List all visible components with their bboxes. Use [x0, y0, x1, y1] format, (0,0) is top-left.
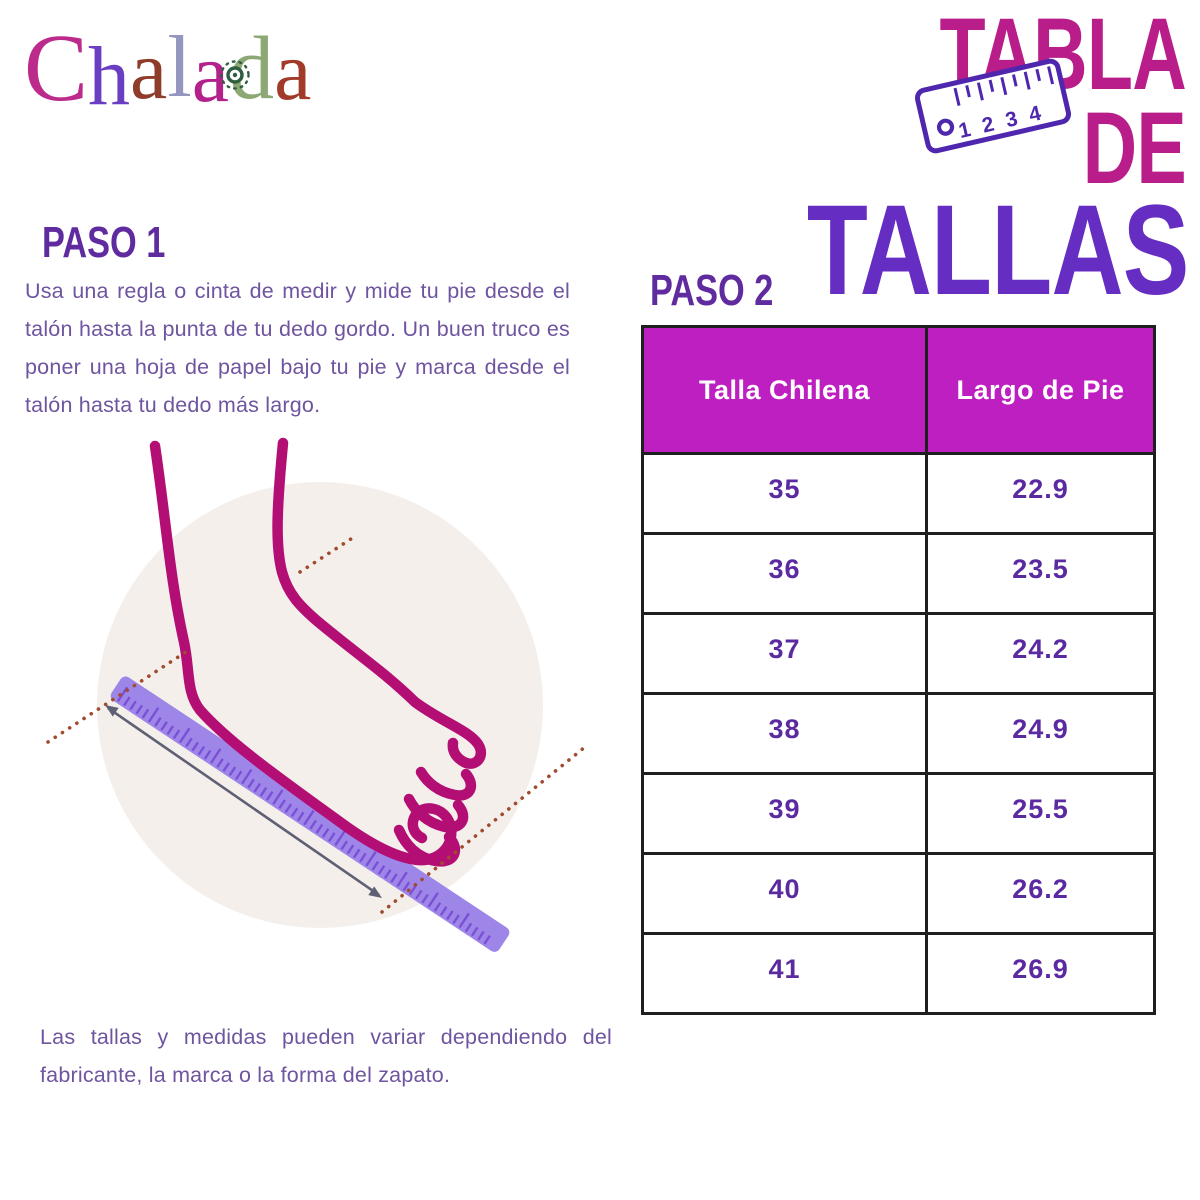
toe-dotted-line	[380, 745, 587, 914]
talla-cell: 40	[641, 852, 928, 935]
largo-cell: 23.5	[925, 532, 1156, 615]
logo-eye-icon	[216, 56, 254, 94]
largo-cell: 26.9	[925, 932, 1156, 1015]
measurement-arrow	[105, 705, 382, 898]
column-header-largo-de-pie: Largo de Pie	[925, 325, 1156, 455]
column-header-talla-chilena: Talla Chilena	[641, 325, 928, 455]
largo-cell: 24.9	[925, 692, 1156, 775]
logo-letter: a	[191, 27, 230, 120]
svg-text:1: 1	[957, 118, 974, 143]
measuring-ruler-icon	[110, 676, 510, 952]
largo-cell: 24.2	[925, 612, 1156, 695]
size-table-row: 40 26.2	[641, 852, 1156, 935]
step1-instructions: Usa una regla o cinta de medir y mide tu…	[25, 279, 570, 417]
largo-cell: 25.5	[925, 772, 1156, 855]
logo-letter: a	[130, 24, 168, 117]
logo-letter: C	[24, 14, 89, 121]
svg-text:2: 2	[980, 113, 997, 138]
size-table: Talla Chilena Largo de Pie 35 22.9 36 23.5 3…	[641, 325, 1156, 1015]
largo-cell: 26.2	[925, 852, 1156, 935]
size-table-row: 37 24.2	[641, 612, 1156, 695]
title-line-2: TALLAS	[806, 178, 1189, 322]
footnote: Las tallas y medidas pueden variar depen…	[40, 1025, 612, 1087]
step2-heading: PASO 2	[650, 266, 774, 315]
size-table-header-row: Talla Chilena Largo de Pie	[641, 325, 1156, 455]
brand-logo: Chalada	[24, 18, 311, 128]
size-table-row: 38 24.9	[641, 692, 1156, 775]
logo-letter: l	[167, 19, 192, 116]
svg-text:3: 3	[1003, 107, 1020, 132]
size-table-row: 36 23.5	[641, 532, 1156, 615]
logo-letter: h	[88, 30, 131, 123]
foot-outline	[149, 437, 487, 867]
size-table-row: 35 22.9	[641, 452, 1156, 535]
talla-cell: 39	[641, 772, 928, 855]
size-table-row: 39 25.5	[641, 772, 1156, 855]
talla-cell: 38	[641, 692, 928, 775]
talla-cell: 35	[641, 452, 928, 535]
svg-text:4: 4	[1027, 102, 1044, 127]
largo-cell: 22.9	[925, 452, 1156, 535]
talla-cell: 36	[641, 532, 928, 615]
size-table-row: 41 26.9	[641, 932, 1156, 1015]
step1-heading: PASO 1	[42, 218, 166, 267]
talla-cell: 37	[641, 612, 928, 695]
foot-measurement-illustration	[46, 437, 587, 952]
talla-cell: 41	[641, 932, 928, 1015]
heel-dotted-line	[46, 646, 194, 744]
logo-letter: a	[274, 25, 312, 118]
